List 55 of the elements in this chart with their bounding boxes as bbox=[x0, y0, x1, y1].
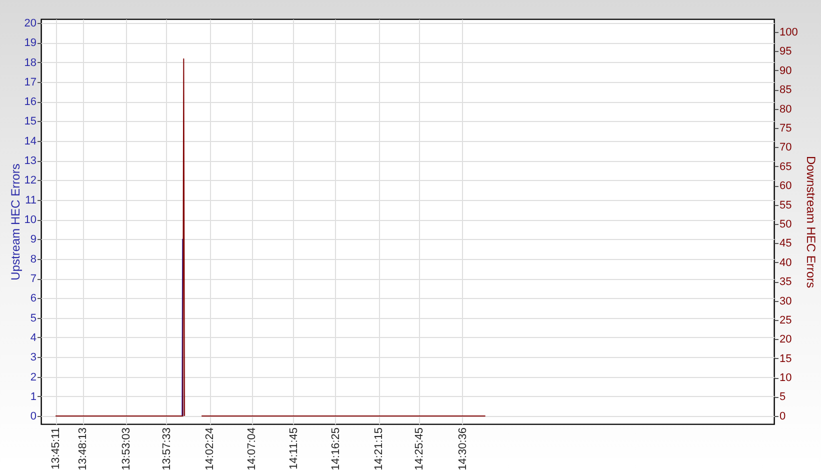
y2-axis-title: Downstream HEC Errors bbox=[804, 156, 818, 288]
y-tick-label: 13 bbox=[24, 155, 36, 168]
y2-tick-label: 0 bbox=[780, 410, 786, 422]
y2-tick-label: 55 bbox=[780, 199, 792, 212]
y-axis-title: Upstream HEC Errors bbox=[8, 164, 22, 280]
y-tick-label: 16 bbox=[24, 96, 36, 108]
y-tick-label: 14 bbox=[24, 135, 36, 148]
y-tick-label: 10 bbox=[24, 214, 36, 226]
y2-tick-label: 85 bbox=[780, 84, 792, 96]
y-tick-label: 19 bbox=[24, 37, 36, 50]
y-tick-label: 20 bbox=[24, 17, 36, 30]
x-tick-label: 14:30:36 bbox=[456, 428, 469, 470]
y-tick-label: 9 bbox=[30, 234, 36, 246]
x-tick-label: 13:57:33 bbox=[160, 428, 173, 470]
y2-tick-label: 65 bbox=[780, 160, 792, 173]
y2-tick-label: 10 bbox=[780, 372, 792, 384]
x-tick-label: 13:48:13 bbox=[77, 428, 90, 470]
y2-tick-label: 50 bbox=[780, 218, 792, 230]
y-tick-label: 6 bbox=[30, 292, 36, 305]
y-tick-label: 12 bbox=[24, 174, 36, 187]
y-tick-label: 8 bbox=[30, 253, 36, 266]
y2-tick-label: 70 bbox=[780, 142, 792, 154]
y2-tick-label: 100 bbox=[780, 26, 798, 39]
x-tick-label: 14:21:15 bbox=[373, 428, 386, 470]
x-tick-label: 14:02:24 bbox=[204, 428, 216, 470]
x-tick-label: 14:11:45 bbox=[288, 428, 300, 470]
y2-tick-label: 75 bbox=[780, 122, 792, 135]
y-tick-label: 15 bbox=[24, 116, 36, 128]
y2-tick-label: 60 bbox=[780, 180, 792, 192]
y-tick-label: 11 bbox=[25, 194, 36, 206]
y2-tick-label: 80 bbox=[780, 103, 792, 116]
y2-tick-label: 20 bbox=[780, 334, 792, 346]
y-tick-label: 7 bbox=[30, 273, 36, 286]
y-tick-label: 3 bbox=[30, 352, 36, 364]
x-tick-label: 14:07:04 bbox=[246, 428, 258, 470]
x-tick-label: 13:53:03 bbox=[120, 428, 133, 470]
x-tick-label: 13:45:11 bbox=[50, 428, 62, 470]
y-tick-label: 5 bbox=[30, 312, 36, 324]
x-tick-label: 14:16:25 bbox=[330, 428, 342, 470]
y-tick-label: 4 bbox=[30, 332, 36, 344]
y2-tick-label: 5 bbox=[780, 391, 786, 404]
x-tick-label: 14:25:45 bbox=[413, 428, 426, 470]
y2-tick-label: 40 bbox=[780, 256, 792, 269]
y-tick-label: 0 bbox=[30, 410, 36, 423]
y2-tick-label: 95 bbox=[780, 46, 792, 58]
y-tick-label: 2 bbox=[30, 371, 36, 384]
y-tick-label: 18 bbox=[24, 56, 36, 69]
y-tick-label: 1 bbox=[30, 390, 36, 403]
y2-tick-label: 90 bbox=[780, 64, 792, 77]
y2-tick-label: 45 bbox=[780, 238, 792, 250]
y-tick-label: 17 bbox=[24, 76, 36, 88]
y2-tick-label: 15 bbox=[780, 352, 792, 365]
y2-tick-label: 30 bbox=[780, 295, 792, 308]
y2-tick-label: 35 bbox=[780, 276, 792, 288]
y2-tick-label: 25 bbox=[780, 314, 792, 326]
